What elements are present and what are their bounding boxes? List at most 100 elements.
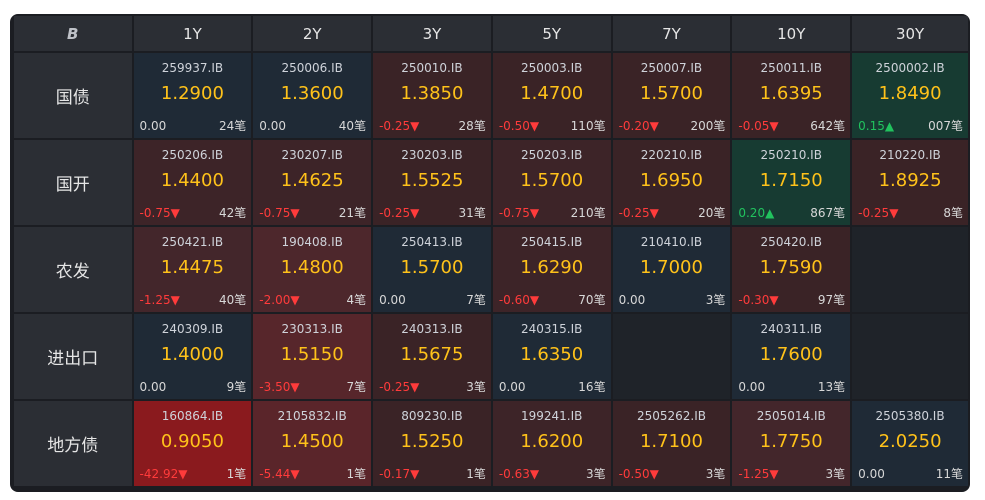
empty-cell xyxy=(612,314,731,399)
bond-cell-7y[interactable]: 2505262.IB 1.7100 -0.50▼ 3笔 xyxy=(612,401,731,486)
bond-code: 2105832.IB xyxy=(277,409,347,423)
trade-count: 97笔 xyxy=(817,293,846,307)
bond-footer: -0.63▼ 3笔 xyxy=(493,465,611,483)
bond-cell-5y[interactable]: 240315.IB 1.6350 0.00 16笔 xyxy=(492,314,611,399)
bond-code: 809230.IB xyxy=(401,409,463,423)
trade-count: 20笔 xyxy=(698,206,726,220)
bond-cell-30y[interactable]: 210220.IB 1.8925 -0.25▼ 8笔 xyxy=(852,140,968,225)
row-label[interactable]: 国债 xyxy=(14,53,132,138)
bond-code: 2500002.IB xyxy=(875,61,945,75)
bond-cell-3y[interactable]: 250010.IB 1.3850 -0.25▼ 28笔 xyxy=(373,53,491,138)
bond-cell-5y[interactable]: 250203.IB 1.5700 -0.75▼ 210笔 xyxy=(492,140,611,225)
bond-footer: -1.25▼ 3笔 xyxy=(732,465,850,483)
bond-change: -0.05▼ xyxy=(738,119,779,133)
row-label[interactable]: 国开 xyxy=(14,140,132,225)
bond-yield: 2.0250 xyxy=(878,431,942,452)
bond-code: 250413.IB xyxy=(401,235,463,249)
bond-cell-2y[interactable]: 2105832.IB 1.4500 -5.44▼ 1笔 xyxy=(253,401,372,486)
bond-yield: 1.5150 xyxy=(280,344,344,365)
trade-count: 9笔 xyxy=(226,380,247,394)
bond-footer: 0.15▲ 007笔 xyxy=(852,117,968,135)
bond-cell-2y[interactable]: 230207.IB 1.4625 -0.75▼ 21笔 xyxy=(253,140,372,225)
tenor-header-30y[interactable]: 30Y xyxy=(852,16,968,51)
bond-yield: 1.4475 xyxy=(160,257,224,278)
bond-cell-1y[interactable]: 160864.IB 0.9050 -42.92▼ 1笔 xyxy=(133,401,252,486)
bond-change: 0.00 xyxy=(139,380,167,394)
bond-code: 250003.IB xyxy=(521,61,583,75)
bond-footer: 0.00 16笔 xyxy=(493,378,611,396)
bond-change: -5.44▼ xyxy=(259,467,300,481)
bond-yield: 1.3850 xyxy=(400,83,464,104)
tenor-header-1y[interactable]: 1Y xyxy=(133,16,252,51)
bond-footer: -42.92▼ 1笔 xyxy=(134,465,252,483)
bond-footer: -0.25▼ 28笔 xyxy=(373,117,491,135)
trade-count: 21笔 xyxy=(338,206,367,220)
bond-cell-3y[interactable]: 230203.IB 1.5525 -0.25▼ 31笔 xyxy=(373,140,491,225)
bond-change: -1.25▼ xyxy=(738,467,779,481)
bond-cell-30y[interactable]: 2505380.IB 2.0250 0.00 11笔 xyxy=(852,401,968,486)
bond-cell-5y[interactable]: 250415.IB 1.6290 -0.60▼ 70笔 xyxy=(492,227,611,312)
bond-cell-10y[interactable]: 250210.IB 1.7150 0.20▲ 867笔 xyxy=(732,140,851,225)
bond-code: 250203.IB xyxy=(521,148,583,162)
bond-cell-7y[interactable]: 220210.IB 1.6950 -0.25▼ 20笔 xyxy=(612,140,731,225)
bond-cell-5y[interactable]: 199241.IB 1.6200 -0.63▼ 3笔 xyxy=(492,401,611,486)
bond-cell-3y[interactable]: 240313.IB 1.5675 -0.25▼ 3笔 xyxy=(373,314,491,399)
bond-cell-1y[interactable]: 250206.IB 1.4400 -0.75▼ 42笔 xyxy=(133,140,252,225)
bond-cell-7y[interactable]: 210410.IB 1.7000 0.00 3笔 xyxy=(612,227,731,312)
bond-cell-1y[interactable]: 250421.IB 1.4475 -1.25▼ 40笔 xyxy=(133,227,252,312)
bond-cell-1y[interactable]: 240309.IB 1.4000 0.00 9笔 xyxy=(133,314,252,399)
tenor-header-2y[interactable]: 2Y xyxy=(253,16,372,51)
bond-footer: -0.60▼ 70笔 xyxy=(493,291,611,309)
trade-count: 24笔 xyxy=(219,119,247,133)
bond-cell-2y[interactable]: 190408.IB 1.4800 -2.00▼ 4笔 xyxy=(253,227,372,312)
bond-cell-10y[interactable]: 240311.IB 1.7600 0.00 13笔 xyxy=(732,314,851,399)
trade-count: 3笔 xyxy=(825,467,846,481)
bond-row: 进出口 240309.IB 1.4000 0.00 9笔 230313.IB 1.5150 -… xyxy=(14,314,968,399)
bond-change: 0.00 xyxy=(259,119,287,133)
trade-count: 13笔 xyxy=(817,380,846,394)
bond-row: 农发 250421.IB 1.4475 -1.25▼ 40笔 190408.IB 1.480… xyxy=(14,227,968,312)
bond-code: 240309.IB xyxy=(161,322,224,336)
tenor-header-7y[interactable]: 7Y xyxy=(612,16,731,51)
bond-cell-1y[interactable]: 259937.IB 1.2900 0.00 24笔 xyxy=(133,53,252,138)
bond-yield: 1.5700 xyxy=(520,170,584,191)
bond-footer: 0.00 40笔 xyxy=(253,117,371,135)
bond-cell-10y[interactable]: 250420.IB 1.7590 -0.30▼ 97笔 xyxy=(732,227,851,312)
bond-code: 240313.IB xyxy=(401,322,463,336)
bond-change: -0.75▼ xyxy=(259,206,300,220)
row-label[interactable]: 农发 xyxy=(14,227,132,312)
bond-change: -0.25▼ xyxy=(618,206,659,220)
bond-cell-5y[interactable]: 250003.IB 1.4700 -0.50▼ 110笔 xyxy=(492,53,611,138)
bond-change: -0.20▼ xyxy=(618,119,659,133)
bond-code: 230203.IB xyxy=(401,148,463,162)
bond-change: -0.25▼ xyxy=(379,119,420,133)
tenor-header-3y[interactable]: 3Y xyxy=(373,16,491,51)
tenor-header-5y[interactable]: 5Y xyxy=(492,16,611,51)
bond-yield: 1.3600 xyxy=(280,83,344,104)
bond-yield: 1.5675 xyxy=(400,344,464,365)
bond-cell-3y[interactable]: 250413.IB 1.5700 0.00 7笔 xyxy=(373,227,491,312)
bond-code: 220210.IB xyxy=(640,148,703,162)
bond-footer: -0.05▼ 642笔 xyxy=(732,117,850,135)
tenor-header-10y[interactable]: 10Y xyxy=(732,16,851,51)
row-label[interactable]: 地方债 xyxy=(14,401,132,486)
bond-change: -0.50▼ xyxy=(618,467,659,481)
row-label[interactable]: 进出口 xyxy=(14,314,132,399)
trade-count: 200笔 xyxy=(690,119,726,133)
bond-code: 250011.IB xyxy=(760,61,822,75)
bond-cell-10y[interactable]: 2505014.IB 1.7750 -1.25▼ 3笔 xyxy=(732,401,851,486)
bond-change: 0.00 xyxy=(379,293,406,307)
bond-footer: 0.00 3笔 xyxy=(613,291,731,309)
bond-change: -0.25▼ xyxy=(379,380,420,394)
bond-code: 259937.IB xyxy=(161,61,224,75)
bond-footer: -0.50▼ 110笔 xyxy=(493,117,611,135)
header-row: B 1Y 2Y 3Y 5Y 7Y 10Y 30Y xyxy=(14,16,968,51)
bond-cell-7y[interactable]: 250007.IB 1.5700 -0.20▼ 200笔 xyxy=(612,53,731,138)
bond-yield: 1.7590 xyxy=(759,257,823,278)
bond-cell-30y[interactable]: 2500002.IB 1.8490 0.15▲ 007笔 xyxy=(852,53,968,138)
bond-cell-2y[interactable]: 230313.IB 1.5150 -3.50▼ 7笔 xyxy=(253,314,372,399)
bond-cell-2y[interactable]: 250006.IB 1.3600 0.00 40笔 xyxy=(253,53,372,138)
trade-count: 40笔 xyxy=(219,293,247,307)
bond-cell-10y[interactable]: 250011.IB 1.6395 -0.05▼ 642笔 xyxy=(732,53,851,138)
bond-cell-3y[interactable]: 809230.IB 1.5250 -0.17▼ 1笔 xyxy=(373,401,491,486)
